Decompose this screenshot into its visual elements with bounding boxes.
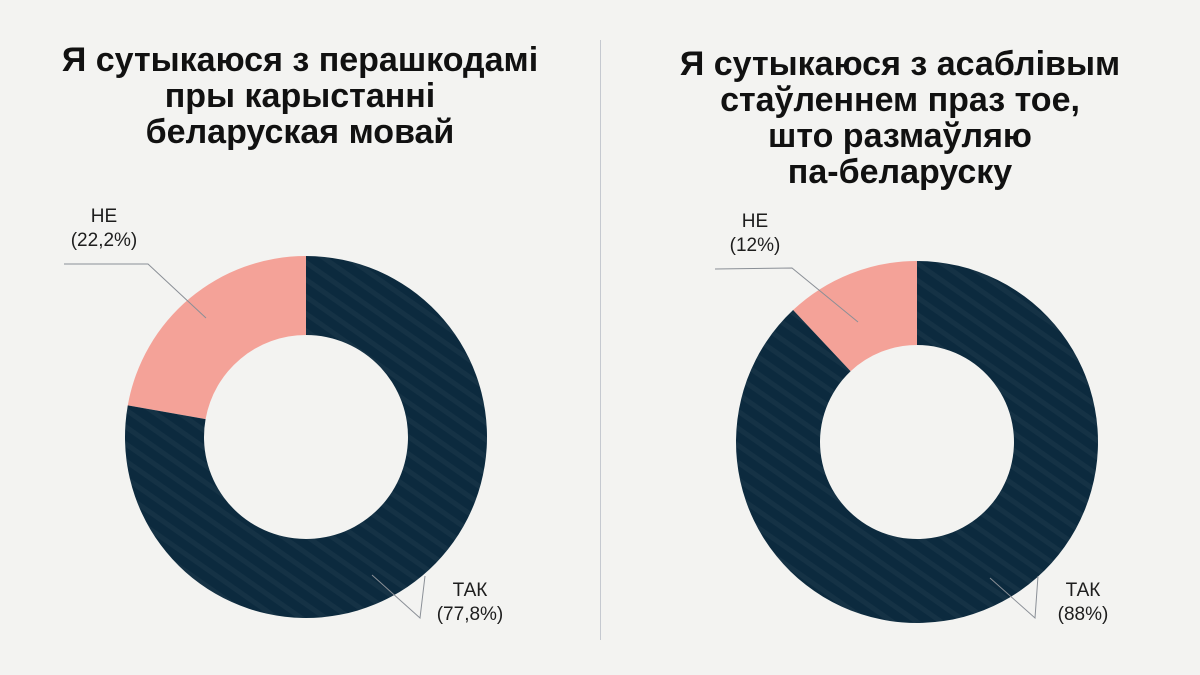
- panel-divider: [600, 40, 601, 640]
- donut-chart-right: НЕ (12%) ТАК (88%): [714, 211, 1109, 625]
- slice-value-yes: (88%): [1058, 604, 1109, 625]
- donut-slice-no: [127, 256, 306, 420]
- chart-panel-left: Я сутыкаюся з перашкодамі пры карыстанні…: [61, 41, 539, 151]
- slice-value-no: (22,2%): [71, 230, 138, 251]
- slice-label-no: НЕ: [742, 211, 768, 232]
- donut-slice-texture: [736, 261, 1098, 623]
- donut-slice-texture: [124, 256, 488, 619]
- slice-label-yes: ТАК: [1066, 580, 1101, 601]
- chart-panel-right: Я сутыкаюся з асаблівым стаўленнем праз …: [600, 0, 1200, 675]
- chart-title-left: Я сутыкаюся з перашкодамі пры карыстанні…: [61, 41, 539, 151]
- slice-value-yes: (77,8%): [437, 604, 504, 625]
- leader-line-no: [64, 263, 207, 319]
- donut-slice-no: [793, 261, 917, 372]
- chart-title-right: Я сутыкаюся з асаблівым стаўленнем праз …: [679, 45, 1121, 191]
- leader-line-yes: [989, 575, 1039, 620]
- leader-line-no: [714, 267, 859, 323]
- slice-label-yes: ТАК: [453, 580, 488, 601]
- leader-line-yes: [371, 574, 426, 620]
- slice-label-no: НЕ: [91, 206, 117, 227]
- slice-value-no: (12%): [730, 235, 781, 256]
- donut-chart-left: НЕ (22,2%) ТАК (77,8%): [64, 206, 503, 625]
